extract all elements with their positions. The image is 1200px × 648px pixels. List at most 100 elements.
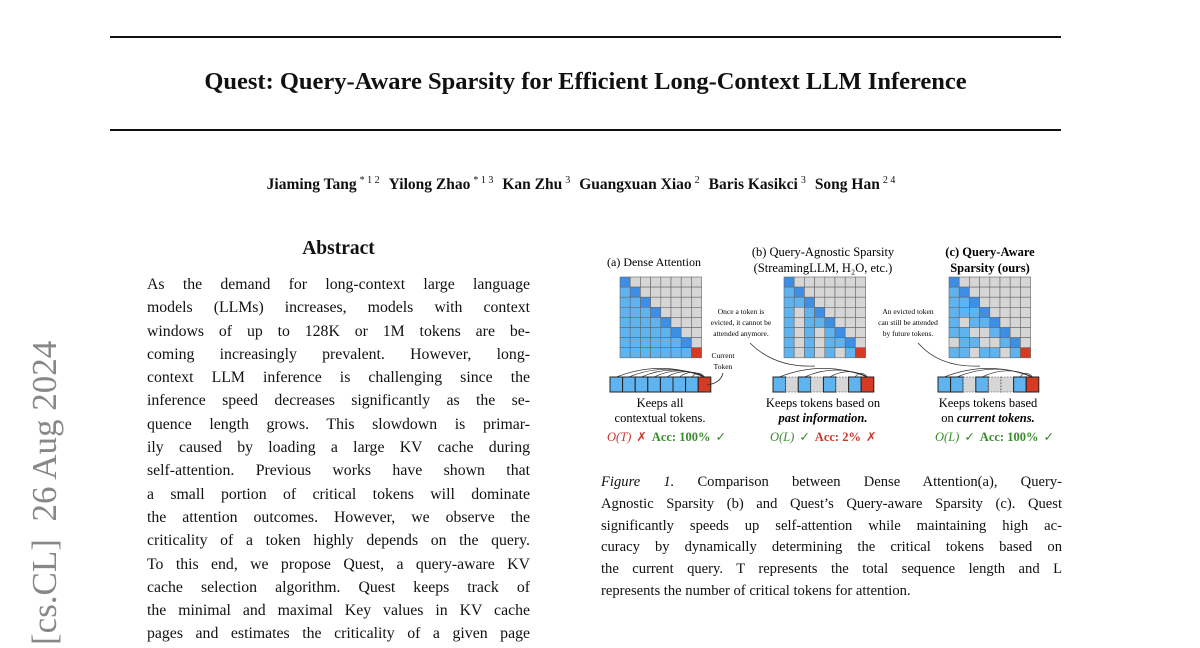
- attention-cell: [793, 317, 805, 328]
- token: [835, 376, 849, 393]
- attention-cell: [650, 276, 662, 288]
- svg-text:Token: Token: [714, 362, 733, 371]
- attention-cell: [855, 307, 866, 318]
- attention-cell: [948, 307, 960, 318]
- attention-cell: [1009, 337, 1021, 348]
- caption-line: significantly speeds up self-attention w…: [601, 517, 1062, 534]
- attention-cell: [650, 307, 662, 318]
- attention-cell: [640, 296, 651, 308]
- attention-cell: [793, 327, 805, 338]
- attention-cell: [824, 307, 836, 318]
- token: [785, 376, 799, 393]
- attention-cell: [629, 286, 641, 298]
- attention-cell: [999, 317, 1011, 328]
- attention-cell: [619, 327, 631, 338]
- attention-cell: [670, 317, 682, 328]
- attention-cell: [1020, 286, 1031, 298]
- accuracy: Acc: 100%: [652, 430, 711, 444]
- attention-arc: [956, 368, 1033, 378]
- attention-cell: [783, 286, 795, 298]
- svg-text:can still be attended: can still be attended: [878, 318, 938, 327]
- attention-cell: [844, 286, 856, 298]
- attention-cell: [680, 347, 692, 359]
- attention-cell: [680, 296, 692, 308]
- token: [950, 376, 964, 393]
- author-name: Jiaming Tang: [266, 176, 357, 194]
- attention-cell: [844, 276, 856, 288]
- panel-b-title-1: (b) Query-Agnostic Sparsity: [752, 245, 895, 259]
- abstract-line: self-attention. Previous works have show…: [147, 462, 530, 480]
- attention-cell: [999, 327, 1011, 338]
- accuracy: Acc: 2%: [815, 430, 861, 444]
- token: [1000, 376, 1014, 393]
- attention-cell: [989, 337, 1001, 348]
- attention-cell: [844, 296, 856, 308]
- attention-cell: [670, 327, 682, 338]
- attention-cell: [650, 327, 662, 338]
- attention-cell: [629, 327, 641, 338]
- author-affiliation: 3: [800, 175, 806, 186]
- attention-cell: [650, 347, 662, 359]
- attention-cell: [680, 317, 692, 328]
- attention-cell: [1020, 307, 1031, 318]
- token-bar-c: [937, 368, 1040, 393]
- attention-cell: [629, 337, 641, 348]
- token: [975, 376, 989, 393]
- attention-cell: [680, 327, 692, 338]
- panel-a-title: (a) Dense Attention: [607, 255, 701, 269]
- attention-cell: [814, 337, 826, 348]
- attention-cell: [814, 347, 826, 359]
- attention-cell: [979, 347, 991, 359]
- token: [1013, 376, 1027, 393]
- attention-cell: [793, 286, 805, 298]
- attention-cell: [969, 307, 980, 318]
- attention-cell: [670, 276, 682, 288]
- token: [860, 376, 875, 393]
- attention-cell: [969, 317, 980, 328]
- attention-cell: [958, 286, 970, 298]
- abstract-line: quence length grows. This slowdown is pr…: [147, 415, 530, 433]
- author-affiliation: 2 4: [882, 175, 896, 186]
- attention-cell: [814, 327, 826, 338]
- attention-cell: [844, 337, 856, 348]
- attention-cell: [948, 327, 960, 338]
- panel-c-desc-2: current tokens.: [957, 411, 1035, 425]
- attention-cell: [1009, 276, 1021, 288]
- attention-cell: [793, 347, 805, 359]
- complexity-mark: ✗: [636, 430, 646, 444]
- arrows: [706, 342, 981, 386]
- attention-cell: [640, 276, 651, 288]
- attention-cell: [619, 296, 631, 308]
- attention-cell: [793, 276, 805, 288]
- token: [822, 376, 837, 393]
- attention-cell: [855, 317, 866, 328]
- abstract-body: As the demand for long-context large lan…: [147, 273, 530, 646]
- attention-cell: [650, 317, 662, 328]
- attention-cell: [619, 286, 631, 298]
- abstract-line: coming increasingly prevalent. However, …: [147, 345, 530, 363]
- attention-cell: [619, 347, 631, 359]
- abstract-line: To this end, we propose Quest, a query-a…: [147, 555, 530, 573]
- attention-cell: [979, 307, 991, 318]
- top-rule: [110, 36, 1061, 38]
- attention-cell: [650, 337, 662, 348]
- attention-cell: [824, 327, 836, 338]
- panel-a-desc-2: contextual tokens.: [615, 411, 706, 425]
- attention-cell: [680, 276, 692, 288]
- attention-cell: [834, 307, 846, 318]
- attention-cell: [958, 347, 970, 359]
- attention-cell: [989, 296, 1001, 308]
- attention-cell: [969, 296, 980, 308]
- panel-c-title-1: (c) Query-Aware: [945, 245, 1035, 259]
- abstract-line: context LLM inference is challenging sin…: [147, 369, 530, 387]
- attention-cell: [814, 296, 826, 308]
- attention-cell: [650, 286, 662, 298]
- complexity: O(T): [607, 430, 631, 444]
- attention-cell: [804, 337, 815, 348]
- caption-line: Figure 1. Comparison between Dense Atten…: [601, 472, 1062, 494]
- attention-cell: [1009, 317, 1021, 328]
- attention-cell: [804, 276, 815, 288]
- attention-cell: [1009, 347, 1021, 359]
- author-affiliation: 3: [565, 175, 571, 186]
- arxiv-stamp: [cs.CL] 26 Aug 2024: [25, 340, 64, 645]
